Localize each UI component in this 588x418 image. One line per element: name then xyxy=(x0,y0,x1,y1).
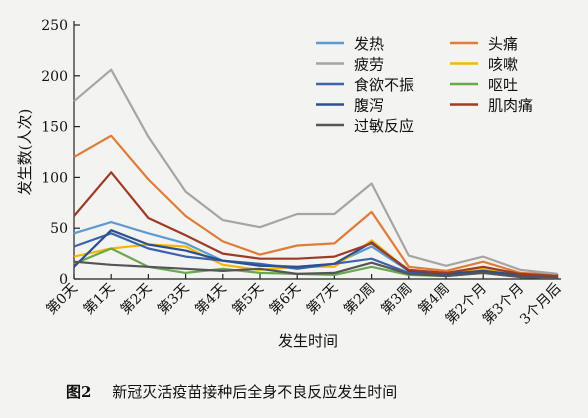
y-axis-title: 发生数(人次) xyxy=(16,109,34,196)
figure-number: 图2 xyxy=(66,383,91,401)
x-axis-ticks: 第0天 第1天 第2天 第3天 第4天 第5天 第6天 第7天 第2周 第3周 第4周第2个月第3个… xyxy=(43,274,564,328)
legend-label: 过敏反应 xyxy=(354,117,414,135)
legend-label: 咳嗽 xyxy=(488,56,518,74)
legend-label: 疲劳 xyxy=(354,56,384,74)
x-tick-label: 第7天 xyxy=(303,280,341,318)
x-tick-label: 第5天 xyxy=(229,280,267,318)
legend-label: 发热 xyxy=(354,35,384,53)
x-tick-label: 第3天 xyxy=(154,280,192,318)
y-axis-ticks: 0 50 100 150 200 250 xyxy=(41,18,80,288)
series-line-腹泻 xyxy=(73,229,558,279)
x-tick-label: 第1天 xyxy=(80,280,118,318)
legend-label: 呕吐 xyxy=(488,76,518,94)
figure-caption: 图2 新冠灭活疫苗接种后全身不良反应发生时间 xyxy=(66,383,397,401)
x-tick-label: 第2天 xyxy=(117,280,155,318)
y-tick-label: 0 xyxy=(59,272,68,288)
legend-label: 食欲不振 xyxy=(354,76,414,94)
x-tick-label: 第6天 xyxy=(266,280,304,318)
y-tick-label: 200 xyxy=(41,69,68,85)
series-line-过敏反应 xyxy=(73,260,558,280)
figure-caption-text: 新冠灭活疫苗接种后全身不良反应发生时间 xyxy=(112,383,397,401)
series-lines xyxy=(73,68,558,280)
x-tick-label: 3个月后 xyxy=(517,281,564,328)
y-tick-label: 50 xyxy=(50,221,68,237)
y-tick-label: 100 xyxy=(41,170,68,186)
x-tick-label: 第3周 xyxy=(377,280,415,318)
chart-axes xyxy=(73,21,561,280)
x-axis-title: 发生时间 xyxy=(278,332,338,350)
series-line-头痛 xyxy=(73,134,558,276)
legend-label: 腹泻 xyxy=(354,97,384,115)
series-line-疲劳 xyxy=(73,68,558,275)
y-tick-label: 250 xyxy=(41,18,68,34)
legend-label: 头痛 xyxy=(488,35,518,53)
legend-label: 肌肉痛 xyxy=(488,97,533,115)
x-tick-label: 第4天 xyxy=(191,280,229,318)
series-line-肌肉痛 xyxy=(73,171,558,278)
x-tick-label: 第2周 xyxy=(340,280,378,318)
y-tick-label: 150 xyxy=(41,120,68,136)
